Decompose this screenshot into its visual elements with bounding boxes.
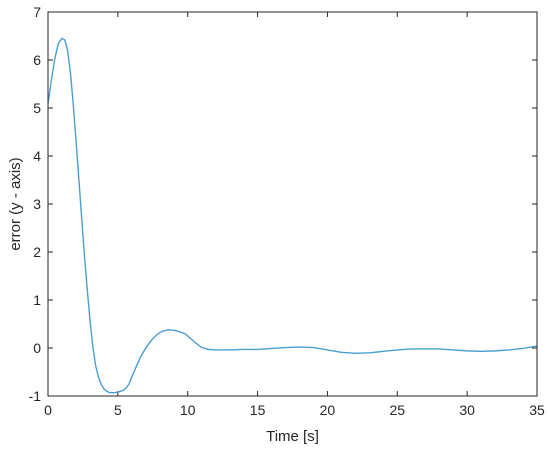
- plot-area-border: [47, 11, 538, 397]
- x-tick-label: 30: [459, 402, 475, 418]
- x-tick-label: 35: [529, 402, 545, 418]
- y-tick-label: 4: [33, 148, 41, 164]
- x-tick-label: 0: [44, 402, 52, 418]
- y-tick-label: 1: [33, 292, 41, 308]
- y-tick-label: 7: [33, 4, 41, 20]
- y-tick-label: 6: [33, 52, 41, 68]
- x-tick-label: 25: [389, 402, 405, 418]
- x-tick-label: 20: [320, 402, 336, 418]
- y-tick-label: -1: [29, 388, 42, 404]
- y-tick-label: 0: [33, 340, 41, 356]
- y-tick-label: 5: [33, 100, 41, 116]
- x-tick-label: 15: [250, 402, 266, 418]
- series-layer: [47, 37, 538, 394]
- x-axis-title: Time [s]: [266, 428, 319, 445]
- tick-layer: [47, 11, 538, 397]
- y-axis-title: error (y - axis): [7, 157, 24, 250]
- x-tick-label: 10: [180, 402, 196, 418]
- y-tick-label: 3: [33, 196, 41, 212]
- y-tick-label: 2: [33, 244, 41, 260]
- x-tick-label: 5: [114, 402, 122, 418]
- series-line-0: [47, 37, 538, 394]
